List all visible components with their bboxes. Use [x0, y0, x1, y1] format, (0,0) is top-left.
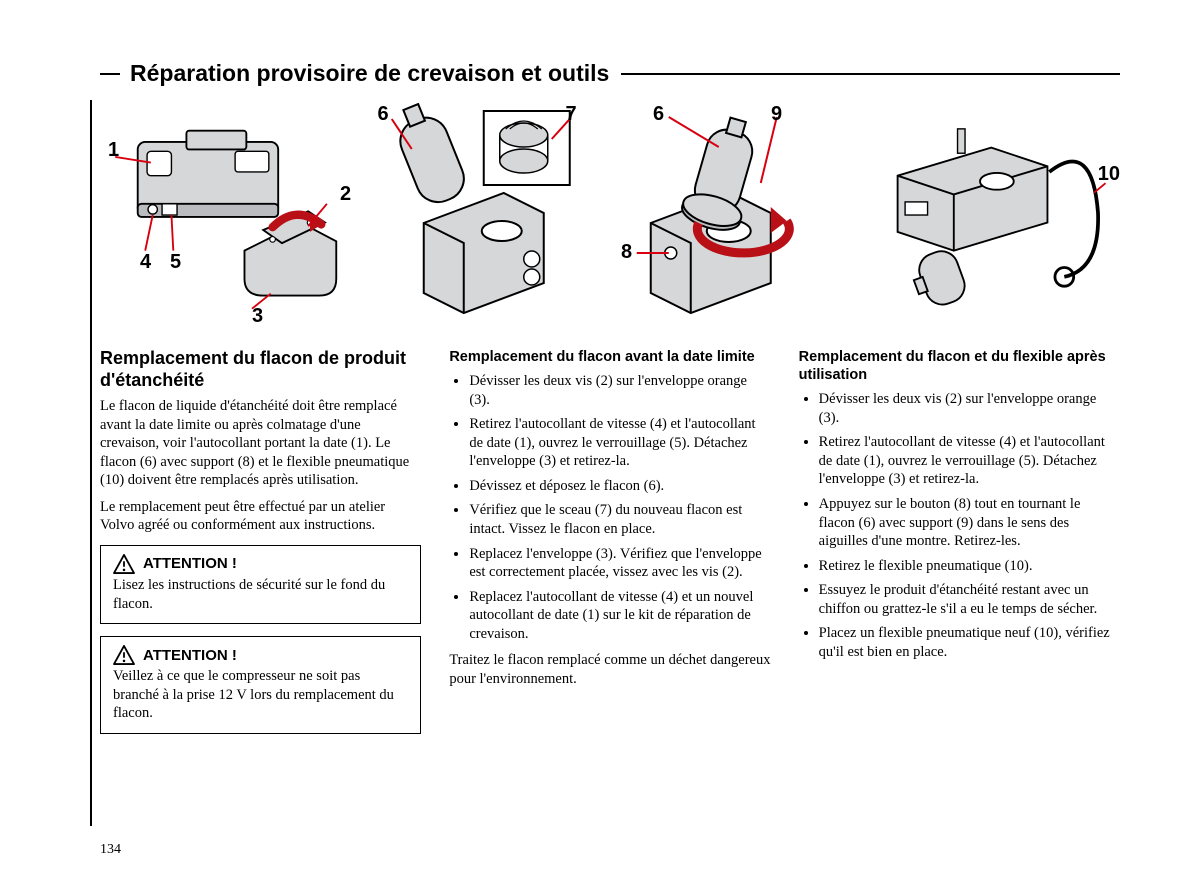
diagram-2: 6 7 — [362, 103, 606, 328]
label-1: 1 — [108, 139, 119, 162]
list-item: Replacez l'enveloppe (3). Vérifiez que l… — [469, 545, 770, 582]
col2-tail: Traitez le flacon remplacé comme un déch… — [449, 651, 770, 688]
label-3: 3 — [252, 305, 263, 328]
list-item: Dévisser les deux vis (2) sur l'envelopp… — [819, 390, 1120, 427]
column-3: Remplacement du flacon et du flexible ap… — [799, 348, 1120, 746]
page: Réparation provisoire de crevaison et ou… — [0, 0, 1200, 786]
list-item: Essuyez le produit d'étanchéité restant … — [819, 581, 1120, 618]
list-item: Vérifiez que le sceau (7) du nouveau fla… — [469, 501, 770, 538]
page-number: 134 — [100, 842, 121, 858]
diagram-4: 10 — [877, 103, 1121, 328]
col3-heading: Remplacement du flacon et du flexible ap… — [799, 348, 1120, 384]
list-item: Retirez l'autocollant de vitesse (4) et … — [819, 433, 1120, 489]
label-7: 7 — [566, 103, 577, 126]
title-line — [621, 73, 1120, 75]
label-6a: 6 — [378, 103, 389, 126]
warning-icon — [113, 645, 135, 665]
list-item: Retirez l'autocollant de vitesse (4) et … — [469, 415, 770, 471]
label-4: 4 — [140, 251, 151, 274]
col1-p1: Le flacon de liquide d'étanchéité doit ê… — [100, 397, 421, 490]
list-item: Placez un flexible pneumatique neuf (10)… — [819, 624, 1120, 661]
warning-box-1: ATTENTION ! Lisez les instructions de sé… — [100, 545, 421, 624]
label-6b: 6 — [653, 103, 664, 126]
diagrams-row: 1 2 3 4 5 — [104, 103, 1120, 328]
label-10: 10 — [1098, 163, 1120, 186]
list-item: Replacez l'autocollant de vitesse (4) et… — [469, 588, 770, 644]
warning-2-title: ATTENTION ! — [143, 646, 237, 665]
column-2: Remplacement du flacon avant la date lim… — [449, 348, 770, 746]
columns: Remplacement du flacon de produit d'étan… — [100, 348, 1120, 746]
col1-heading: Remplacement du flacon de produit d'étan… — [100, 348, 421, 391]
warning-2-head: ATTENTION ! — [113, 645, 408, 665]
list-item: Dévissez et déposez le flacon (6). — [469, 477, 770, 496]
page-title: Réparation provisoire de crevaison et ou… — [130, 60, 609, 87]
col3-list: Dévisser les deux vis (2) sur l'envelopp… — [799, 390, 1120, 661]
title-row: Réparation provisoire de crevaison et ou… — [100, 60, 1120, 87]
title-dash — [100, 73, 120, 75]
warning-2-text: Veillez à ce que le compresseur ne soit … — [113, 667, 408, 723]
col1-p2: Le remplacement peut être effectué par u… — [100, 498, 421, 535]
col2-heading: Remplacement du flacon avant la date lim… — [449, 348, 770, 366]
diagram-1: 1 2 3 4 5 — [104, 103, 348, 328]
list-item: Dévisser les deux vis (2) sur l'envelopp… — [469, 372, 770, 409]
warning-icon — [113, 554, 135, 574]
label-8: 8 — [621, 241, 632, 264]
label-2: 2 — [340, 183, 351, 206]
diagram-3: 6 9 8 — [619, 103, 863, 328]
list-item: Retirez le flexible pneumatique (10). — [819, 557, 1120, 576]
left-rule — [90, 100, 92, 826]
list-item: Appuyez sur le bouton (8) tout en tourna… — [819, 495, 1120, 551]
label-5: 5 — [170, 251, 181, 274]
warning-1-text: Lisez les instructions de sécurité sur l… — [113, 576, 408, 613]
warning-1-title: ATTENTION ! — [143, 554, 237, 573]
warning-1-head: ATTENTION ! — [113, 554, 408, 574]
warning-box-2: ATTENTION ! Veillez à ce que le compress… — [100, 636, 421, 734]
label-9: 9 — [771, 103, 782, 126]
column-1: Remplacement du flacon de produit d'étan… — [100, 348, 421, 746]
col2-list: Dévisser les deux vis (2) sur l'envelopp… — [449, 372, 770, 643]
